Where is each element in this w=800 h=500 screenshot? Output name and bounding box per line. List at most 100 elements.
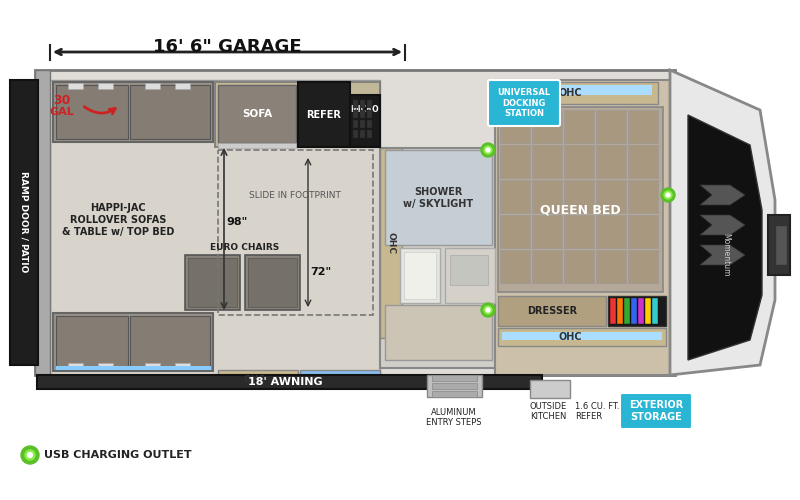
Circle shape xyxy=(486,308,490,312)
Text: UNIVERSAL
DOCKING
STATION: UNIVERSAL DOCKING STATION xyxy=(498,88,550,118)
Bar xyxy=(530,380,570,398)
Circle shape xyxy=(27,452,33,458)
Bar xyxy=(427,375,482,397)
Bar xyxy=(445,248,495,303)
Bar xyxy=(298,82,350,147)
Bar xyxy=(500,180,530,213)
Bar xyxy=(360,130,365,138)
Bar xyxy=(56,85,128,139)
Circle shape xyxy=(661,188,675,202)
Polygon shape xyxy=(688,115,762,360)
Text: OHC: OHC xyxy=(558,332,582,342)
Text: 72": 72" xyxy=(310,267,331,277)
Bar xyxy=(768,215,790,275)
Bar xyxy=(532,180,562,213)
Bar xyxy=(532,145,562,178)
Bar xyxy=(564,215,594,248)
Bar xyxy=(498,328,666,346)
Text: OUTSIDE
KITCHEN: OUTSIDE KITCHEN xyxy=(530,402,567,421)
Text: 98": 98" xyxy=(226,217,247,227)
Bar xyxy=(596,180,626,213)
Bar xyxy=(353,110,358,118)
Text: EXTERIOR
STORAGE: EXTERIOR STORAGE xyxy=(629,400,683,422)
Bar xyxy=(400,248,440,303)
Bar xyxy=(628,215,658,248)
Bar xyxy=(56,316,128,368)
Bar xyxy=(500,145,530,178)
Bar xyxy=(628,145,658,178)
Bar xyxy=(608,296,666,326)
Text: SOFA: SOFA xyxy=(242,109,272,119)
Bar xyxy=(130,316,210,368)
Bar xyxy=(532,250,562,283)
Bar xyxy=(367,110,372,118)
Bar xyxy=(432,391,477,397)
Text: MICRO: MICRO xyxy=(350,106,379,114)
Bar xyxy=(50,80,380,375)
Bar xyxy=(502,85,652,95)
Bar xyxy=(645,298,651,324)
Text: OHC: OHC xyxy=(386,232,395,254)
Polygon shape xyxy=(670,70,775,375)
Bar xyxy=(145,83,160,89)
Circle shape xyxy=(21,446,39,464)
Bar xyxy=(175,83,190,89)
Bar xyxy=(350,95,380,147)
Bar xyxy=(385,305,492,360)
Bar xyxy=(145,363,160,369)
Bar xyxy=(498,107,663,292)
Polygon shape xyxy=(700,215,745,235)
Bar xyxy=(532,110,562,143)
Text: REFER: REFER xyxy=(306,110,342,120)
Bar xyxy=(617,298,623,324)
Bar xyxy=(624,298,630,324)
Text: HAPPI-JAC
ROLLOVER SOFAS
& TABLE w/ TOP BED: HAPPI-JAC ROLLOVER SOFAS & TABLE w/ TOP … xyxy=(62,204,174,236)
Bar xyxy=(218,143,296,148)
Bar xyxy=(353,120,358,128)
Circle shape xyxy=(481,303,495,317)
Bar xyxy=(500,215,530,248)
FancyBboxPatch shape xyxy=(620,393,692,429)
Text: SLIDE IN FOOTPRINT: SLIDE IN FOOTPRINT xyxy=(249,190,341,200)
Text: 1.6 CU. FT.
REFER: 1.6 CU. FT. REFER xyxy=(575,402,619,421)
Bar xyxy=(502,332,662,340)
Bar xyxy=(360,110,365,118)
Bar xyxy=(360,100,365,108)
Bar xyxy=(218,150,373,315)
Bar xyxy=(380,148,495,368)
Bar xyxy=(215,82,380,147)
Bar xyxy=(495,80,670,375)
Text: 18' AWNING: 18' AWNING xyxy=(248,377,322,387)
Text: DRESSER: DRESSER xyxy=(527,306,577,316)
Bar xyxy=(564,250,594,283)
Bar xyxy=(450,255,488,285)
FancyBboxPatch shape xyxy=(488,80,560,126)
Text: EURO CHAIRS: EURO CHAIRS xyxy=(210,244,280,252)
Bar xyxy=(775,225,787,265)
Bar xyxy=(367,130,372,138)
Bar xyxy=(628,250,658,283)
Bar xyxy=(498,82,658,104)
Bar xyxy=(56,366,211,370)
Bar xyxy=(596,110,626,143)
Bar xyxy=(175,363,190,369)
Bar xyxy=(596,250,626,283)
Circle shape xyxy=(666,193,670,197)
Bar xyxy=(68,83,83,89)
Circle shape xyxy=(484,146,492,154)
Text: SHOWER
w/ SKYLIGHT: SHOWER w/ SKYLIGHT xyxy=(403,187,473,209)
Bar xyxy=(37,375,542,389)
Bar xyxy=(367,100,372,108)
Text: 16' 6" GARAGE: 16' 6" GARAGE xyxy=(153,38,302,56)
Bar xyxy=(564,110,594,143)
Bar xyxy=(53,313,213,371)
Bar xyxy=(385,150,492,245)
Bar xyxy=(432,383,477,389)
Text: ALUMINUM
ENTRY STEPS: ALUMINUM ENTRY STEPS xyxy=(426,408,482,428)
Bar xyxy=(53,82,213,142)
Circle shape xyxy=(484,306,492,314)
Text: 30: 30 xyxy=(54,94,70,106)
Bar xyxy=(245,255,300,310)
Bar xyxy=(638,298,644,324)
Text: Momentum: Momentum xyxy=(722,233,730,277)
